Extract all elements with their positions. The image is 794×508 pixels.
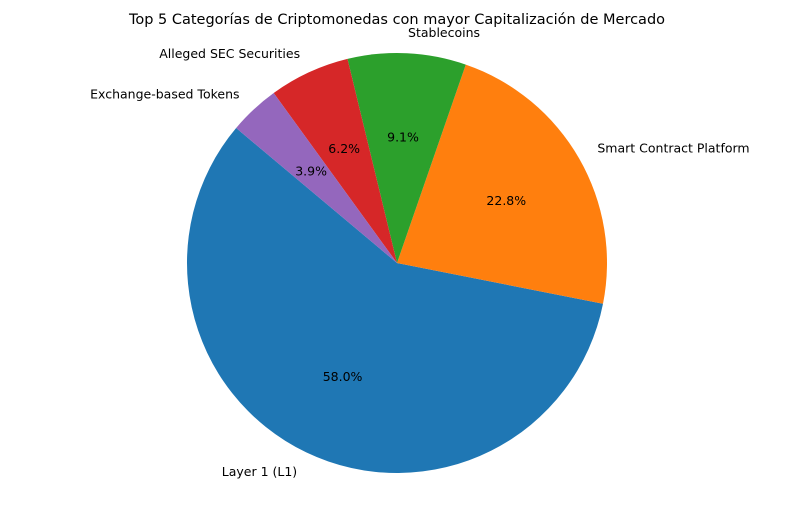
pie-slice-stablecoins (347, 53, 466, 263)
pie-labels: Layer 1 (L1) 58.0% Smart Contract Platform… (90, 25, 749, 479)
chart-title: Top 5 Categorías de Criptomonedas con ma… (128, 12, 665, 28)
pie-slice-exchange-based-tokens (236, 93, 397, 264)
slice-label-alleged-sec-securities: Alleged SEC Securities (159, 46, 300, 61)
pie-slice-alleged-sec-securities (273, 58, 397, 263)
slice-percent-layer-1-l1: 58.0% (323, 369, 363, 384)
slice-percent-alleged-sec-securities: 6.2% (328, 141, 360, 156)
slice-percent-smart-contract-platform: 22.8% (486, 193, 526, 208)
slice-label-smart-contract-platform: Smart Contract Platform (597, 141, 749, 156)
slice-label-stablecoins: Stablecoins (408, 25, 480, 40)
pie-slice-smart-contract-platform (397, 64, 608, 304)
pie-slices (187, 53, 608, 473)
slice-percent-exchange-based-tokens: 3.9% (295, 163, 327, 178)
slice-percent-stablecoins: 9.1% (387, 130, 419, 145)
slice-label-layer-1-l1: Layer 1 (L1) (222, 464, 297, 479)
pie-slice-layer-1-l1 (187, 128, 604, 473)
slice-label-exchange-based-tokens: Exchange-based Tokens (90, 87, 239, 102)
